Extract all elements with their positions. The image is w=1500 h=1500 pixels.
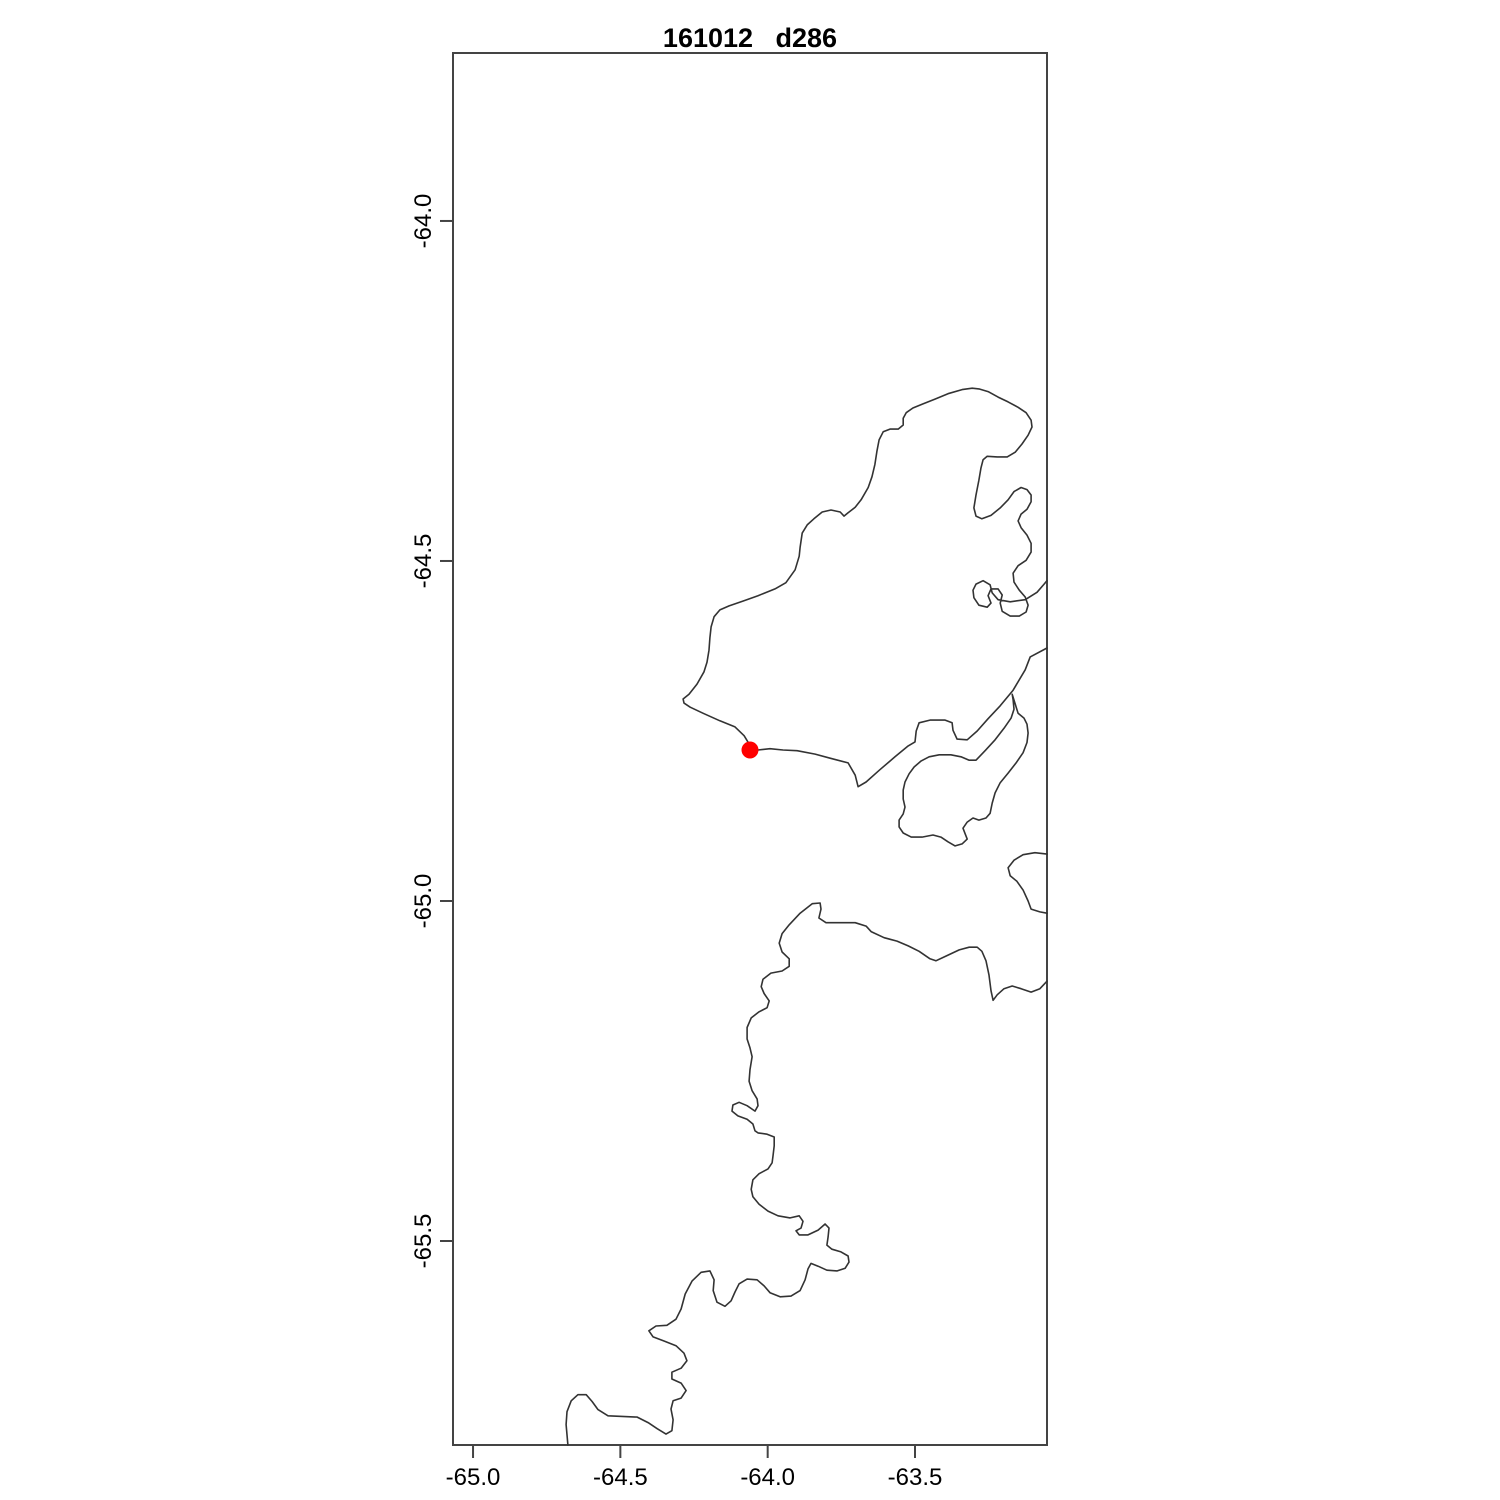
plot-title: 161012 d286 [663, 23, 837, 53]
y-axis-tick-label: -65.0 [410, 874, 437, 929]
y-axis-tick-label: -65.5 [410, 1214, 437, 1269]
coastline-peninsula-coast [565, 902, 1048, 1446]
x-axis-tick-label: -64.5 [593, 1464, 648, 1491]
y-axis-tick-label: -64.5 [410, 534, 437, 589]
plot-border [452, 52, 1048, 1446]
coastline-anvers-island-coast [682, 387, 1048, 788]
x-axis-tick-label: -65.0 [446, 1464, 501, 1491]
y-axis-tick-label: -64.0 [410, 194, 437, 249]
coastline-offshore-island [898, 693, 1029, 847]
station-point [741, 741, 759, 759]
x-axis-tick-label: -64.0 [740, 1464, 795, 1491]
x-axis-tick-label: -63.5 [888, 1464, 943, 1491]
coastline-right-edge-bay [1007, 851, 1048, 914]
